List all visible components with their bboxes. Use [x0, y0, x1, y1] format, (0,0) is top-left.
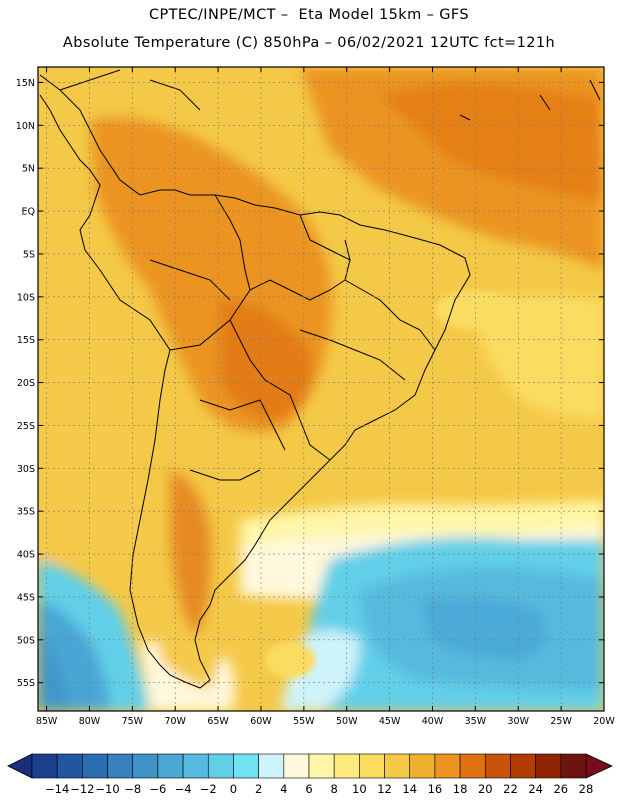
lon-label: 55W	[293, 716, 315, 727]
colorbar-swatch	[157, 753, 184, 779]
colorbar-label: 10	[352, 782, 367, 796]
lat-label: 5N	[22, 164, 35, 175]
colorbar-label: 26	[553, 782, 568, 796]
colorbar-label: 14	[402, 782, 417, 796]
colorbar-label: 24	[528, 782, 543, 796]
lat-label: 40S	[17, 550, 35, 561]
colorbar-swatch	[459, 753, 486, 779]
colorbar-label: 28	[579, 782, 594, 796]
lon-label: 25W	[550, 716, 572, 727]
colorbar-swatch	[82, 753, 108, 779]
colorbar-label: 16	[428, 782, 443, 796]
colorbar-label: −4	[175, 782, 192, 796]
colorbar	[7, 753, 613, 779]
colorbar-swatch	[31, 753, 58, 779]
colorbar-under-arrow	[7, 753, 33, 779]
chart-title-variable: Absolute Temperature (C) 850hPa – 06/02/…	[62, 35, 556, 51]
colorbar-label: −14	[45, 782, 69, 796]
colorbar-label: 12	[377, 782, 392, 796]
lat-label: 25S	[17, 421, 35, 432]
lat-label: EQ	[22, 207, 35, 218]
colorbar-swatch	[207, 753, 234, 779]
lat-label: 20S	[17, 378, 35, 389]
south-america-coastline	[39, 69, 601, 689]
lat-label: 10N	[16, 121, 35, 132]
lon-label: 80W	[79, 716, 101, 727]
colorbar-label: 18	[453, 782, 468, 796]
lat-label: 15N	[16, 78, 35, 89]
colorbar-swatch	[308, 753, 335, 779]
lat-label: 55S	[17, 678, 35, 689]
colorbar-swatch	[384, 753, 411, 779]
colorbar-swatch	[107, 753, 134, 779]
temperature-field	[38, 67, 604, 711]
lon-label: 75W	[122, 716, 144, 727]
colorbar-swatch	[56, 753, 83, 779]
lat-label: 30S	[17, 464, 35, 475]
lon-label: 60W	[250, 716, 272, 727]
plot-frame	[37, 66, 605, 712]
colorbar-swatch	[283, 753, 310, 779]
colorbar-swatch	[182, 753, 209, 779]
colorbar-labels: −14 −12 −10 −8 −6 −4 −2 0 2 4 6 8 10 12 14 16 18 20 22 24 26…	[45, 782, 593, 796]
lat-label: 35S	[17, 507, 35, 518]
longitude-labels: 85W 80W 75W 70W 65W 60W 55W 50W 45W 40W 35W 30W 25W 2…	[36, 716, 616, 727]
lon-label: 35W	[465, 716, 487, 727]
colorbar-over-arrow	[585, 753, 613, 779]
lon-label: 30W	[508, 716, 530, 727]
lon-label: 50W	[336, 716, 358, 727]
colorbar-swatch	[359, 753, 385, 779]
colorbar-label: 8	[331, 782, 338, 796]
lon-label: 40W	[422, 716, 444, 727]
colorbar-label: 2	[255, 782, 262, 796]
colorbar-swatch	[560, 753, 587, 779]
lat-label: 5S	[23, 249, 35, 260]
colorbar-label: −2	[200, 782, 217, 796]
colorbar-swatch	[484, 753, 511, 779]
colorbar-label: 20	[478, 782, 493, 796]
lon-label: 65W	[207, 716, 229, 727]
latitude-labels: 15N 10N 5N EQ 5S 10S 15S 20S 25S 30S 35S 40S 45S 50S 5…	[16, 78, 35, 689]
colorbar-label: −6	[149, 782, 166, 796]
lat-label: 10S	[17, 292, 35, 303]
colorbar-swatch	[258, 753, 285, 779]
lon-label: 85W	[36, 716, 58, 727]
lon-label: 45W	[379, 716, 401, 727]
colorbar-label: 6	[305, 782, 312, 796]
lat-label: 45S	[17, 592, 35, 603]
colorbar-swatch	[535, 753, 562, 779]
map-gridlines	[38, 67, 604, 711]
colorbar-swatch	[434, 753, 461, 779]
lon-label: 20W	[593, 716, 615, 727]
colorbar-label: 4	[280, 782, 287, 796]
colorbar-label: −10	[95, 782, 119, 796]
colorbar-label: −12	[70, 782, 94, 796]
axis-ticks	[38, 67, 605, 711]
colorbar-label: 22	[503, 782, 518, 796]
lat-label: 15S	[17, 335, 35, 346]
lat-label: 50S	[17, 635, 35, 646]
lon-label: 70W	[164, 716, 186, 727]
colorbar-swatch	[233, 753, 259, 779]
colorbar-label: 0	[230, 782, 237, 796]
colorbar-swatch	[409, 753, 436, 779]
colorbar-swatch	[333, 753, 360, 779]
colorbar-swatch	[510, 753, 536, 779]
chart-title-model: CPTEC/INPE/MCT – Eta Model 15km – GFS	[148, 7, 470, 23]
colorbar-label: −8	[124, 782, 141, 796]
colorbar-swatch	[132, 753, 159, 779]
